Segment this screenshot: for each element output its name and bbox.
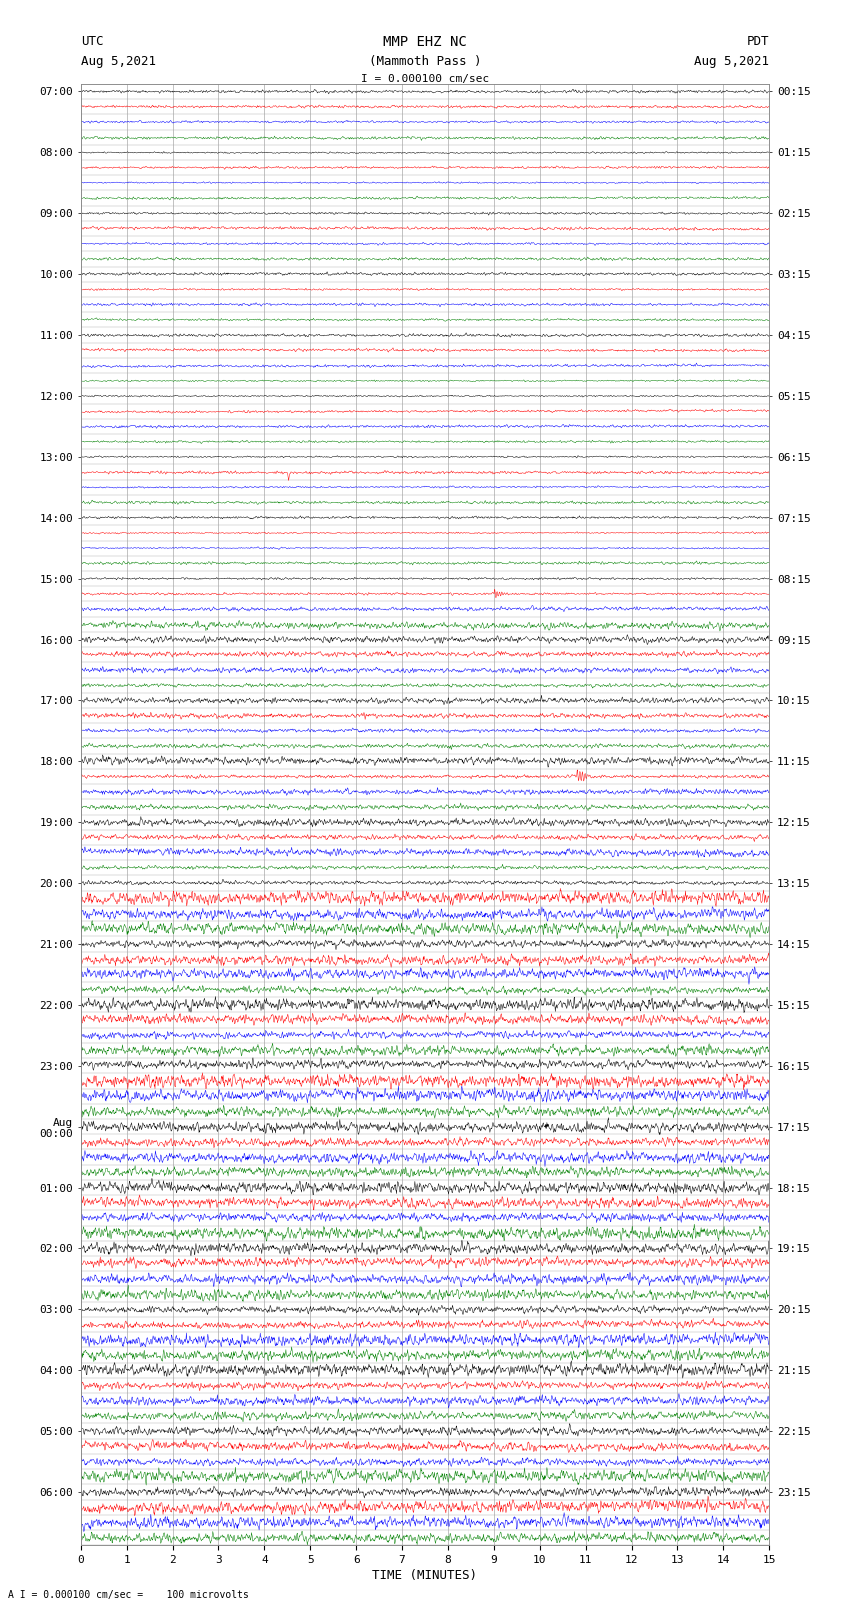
X-axis label: TIME (MINUTES): TIME (MINUTES) [372, 1569, 478, 1582]
Text: Aug 5,2021: Aug 5,2021 [694, 55, 769, 68]
Text: Aug 5,2021: Aug 5,2021 [81, 55, 156, 68]
Text: MMP EHZ NC: MMP EHZ NC [383, 35, 467, 50]
Text: PDT: PDT [747, 35, 769, 48]
Text: A I = 0.000100 cm/sec =    100 microvolts: A I = 0.000100 cm/sec = 100 microvolts [8, 1590, 249, 1600]
Text: (Mammoth Pass ): (Mammoth Pass ) [369, 55, 481, 68]
Text: UTC: UTC [81, 35, 103, 48]
Text: I = 0.000100 cm/sec: I = 0.000100 cm/sec [361, 74, 489, 84]
